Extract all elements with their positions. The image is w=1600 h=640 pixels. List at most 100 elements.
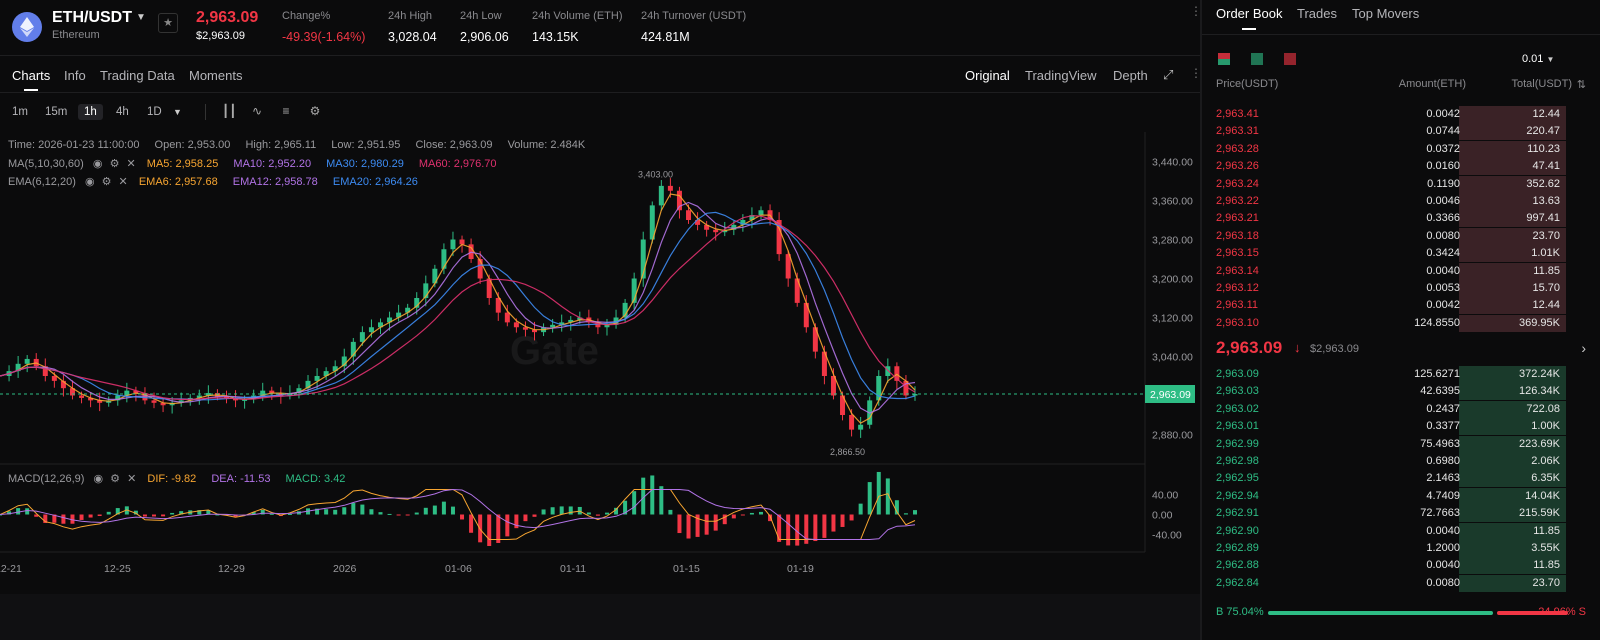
bid-price: 2,962.98 (1216, 455, 1259, 467)
tab-tradingview[interactable]: TradingView (1025, 68, 1097, 83)
depth-bar (1459, 314, 1566, 332)
mid-price-row[interactable]: 2,963.09 ↓ $2,963.09 › (1216, 338, 1586, 360)
macd-histogram-bar (758, 511, 763, 515)
bid-row[interactable]: 2,962.88 0.0040 11.85 (1210, 557, 1566, 575)
ask-total: 15.70 (1532, 282, 1560, 294)
eye-icon[interactable]: ◉ (93, 473, 104, 485)
tab-order-book[interactable]: Order Book (1216, 6, 1283, 21)
ask-row[interactable]: 2,963.31 0.0744 220.47 (1210, 123, 1566, 141)
ask-row[interactable]: 2,963.18 0.0080 23.70 (1210, 227, 1566, 245)
bid-row[interactable]: 2,962.98 0.6980 2.06K (1210, 453, 1566, 470)
chevron-down-icon[interactable]: ▼ (136, 12, 146, 23)
candle-body (749, 215, 755, 220)
pair-name[interactable]: ETH/USDT (52, 9, 132, 26)
tab-info[interactable]: Info (64, 68, 86, 83)
close-icon[interactable]: ✕ (118, 176, 128, 188)
candle-body (341, 356, 347, 367)
ema6-value: EMA6: 2,957.68 (138, 176, 218, 188)
settings-icon[interactable]: ⚙ (109, 158, 120, 170)
eye-icon[interactable]: ◉ (92, 158, 103, 170)
favorite-star-icon[interactable]: ★ (158, 13, 178, 33)
bid-row[interactable]: 2,963.02 0.2437 722.08 (1210, 400, 1566, 418)
ask-row[interactable]: 2,963.21 0.3366 997.41 (1210, 210, 1566, 228)
ask-row[interactable]: 2,963.28 0.0372 110.23 (1210, 140, 1566, 158)
bid-row[interactable]: 2,962.91 72.7663 215.59K (1210, 505, 1566, 523)
tab-depth[interactable]: Depth (1113, 68, 1148, 83)
candle-body (142, 393, 148, 401)
timeframe-4h[interactable]: 4h (116, 106, 129, 118)
settings-icon[interactable]: ⇅ (1576, 79, 1586, 91)
stat-24h-turnover: 24h Turnover (USDT) 424.81M (641, 10, 746, 44)
last-price-usd: $2,963.09 (196, 30, 245, 42)
bid-amount: 0.6980 (1426, 455, 1460, 467)
bid-row[interactable]: 2,962.95 2.1463 6.35K (1210, 470, 1566, 488)
depth-bar (1459, 487, 1566, 505)
bid-row[interactable]: 2,962.84 0.0080 23.70 (1210, 574, 1566, 592)
view-asks-icon[interactable] (1284, 53, 1296, 65)
bid-total: 11.85 (1533, 559, 1560, 572)
bid-amount: 0.0040 (1426, 524, 1460, 537)
macd-tick-label: -40.00 (1152, 530, 1182, 542)
ask-row[interactable]: 2,963.11 0.0042 12.44 (1210, 297, 1566, 315)
bid-row[interactable]: 2,962.94 4.7409 14.04K (1210, 487, 1566, 505)
timeframe-1d[interactable]: 1D (147, 106, 162, 118)
tab-trading-data[interactable]: Trading Data (100, 68, 175, 83)
close-icon[interactable]: ✕ (127, 473, 137, 485)
ask-row[interactable]: 2,963.26 0.0160 47.41 (1210, 158, 1566, 176)
more-menu-icon[interactable]: ⋮ (1190, 4, 1202, 18)
price-chart[interactable]: 3,440.00 3,360.00 3,280.00 3,200.00 3,120.00… (0, 132, 1200, 582)
ma-info: MA(5,10,30,60) ◉ ⚙ ✕ MA5: 2,958.25 MA10:… (8, 157, 509, 170)
bid-row[interactable]: 2,962.90 0.0040 11.85 (1210, 522, 1566, 540)
candlestick-icon[interactable]: ┃┃ (222, 104, 237, 118)
candle-body (423, 283, 429, 298)
more-menu-icon[interactable]: ⋮ (1190, 66, 1202, 80)
bid-row[interactable]: 2,962.99 75.4963 223.69K (1210, 435, 1566, 453)
candle-body (631, 278, 637, 303)
ask-row[interactable]: 2,963.24 0.1190 352.62 (1210, 175, 1566, 193)
last-price: 2,963.09 (196, 9, 259, 26)
candle-body (414, 298, 420, 308)
bid-row[interactable]: 2,962.89 1.2000 3.55K (1210, 540, 1566, 557)
macd-histogram-bar (16, 508, 21, 515)
bid-row[interactable]: 2,963.01 0.3377 1.00K (1210, 418, 1566, 436)
candle-body (577, 317, 583, 320)
bid-amount: 125.6271 (1414, 368, 1460, 380)
chevron-down-icon[interactable]: ▼ (173, 107, 182, 117)
close-icon[interactable]: ✕ (126, 158, 136, 170)
tab-trades[interactable]: Trades (1297, 6, 1337, 21)
macd-histogram-bar (287, 513, 292, 515)
tab-top-movers[interactable]: Top Movers (1352, 6, 1420, 21)
view-bids-icon[interactable] (1251, 53, 1263, 65)
bid-row[interactable]: 2,963.09 125.6271 372.24K (1210, 366, 1566, 383)
timeframe-15m[interactable]: 15m (45, 106, 68, 118)
tab-charts[interactable]: Charts (12, 68, 51, 83)
ask-row[interactable]: 2,963.10 124.8550 369.95K (1210, 314, 1566, 332)
tab-moments[interactable]: Moments (189, 68, 243, 83)
timeframe-1h[interactable]: 1h (78, 104, 103, 120)
macd-value: MACD: 3.42 (285, 473, 346, 485)
ask-row[interactable]: 2,963.22 0.0046 13.63 (1210, 193, 1566, 210)
candle-body (821, 351, 827, 376)
candle-body (622, 302, 628, 318)
candle-body (704, 224, 710, 230)
ma60-value: MA60: 2,976.70 (418, 158, 497, 170)
indicator-icon[interactable]: ∿ (251, 104, 263, 118)
bid-row[interactable]: 2,963.03 42.6395 126.34K (1210, 383, 1566, 401)
moving-average-line (0, 201, 916, 414)
timeframe-1m[interactable]: 1m (12, 106, 28, 118)
eye-icon[interactable]: ◉ (84, 176, 95, 188)
draw-tools-icon[interactable]: ≡ (282, 104, 290, 118)
ask-row[interactable]: 2,963.41 0.0042 12.44 (1210, 106, 1566, 123)
ask-row[interactable]: 2,963.15 0.3424 1.01K (1210, 245, 1566, 263)
tab-original[interactable]: Original (965, 68, 1010, 83)
settings-icon[interactable]: ⚙ (101, 176, 112, 188)
view-both-icon[interactable] (1218, 53, 1230, 65)
expand-icon[interactable]: ⤢ (1163, 67, 1174, 82)
settings-icon[interactable]: ⚙ (110, 473, 121, 485)
chart-tabs: Charts Info Trading Data Moments Origina… (0, 56, 1202, 92)
precision-select[interactable]: 0.01 ▼ (1522, 53, 1554, 65)
settings-icon[interactable]: ⚙ (309, 104, 321, 118)
ask-row[interactable]: 2,963.14 0.0040 11.85 (1210, 262, 1566, 280)
ask-row[interactable]: 2,963.12 0.0053 15.70 (1210, 280, 1566, 297)
candle-body (550, 324, 556, 328)
